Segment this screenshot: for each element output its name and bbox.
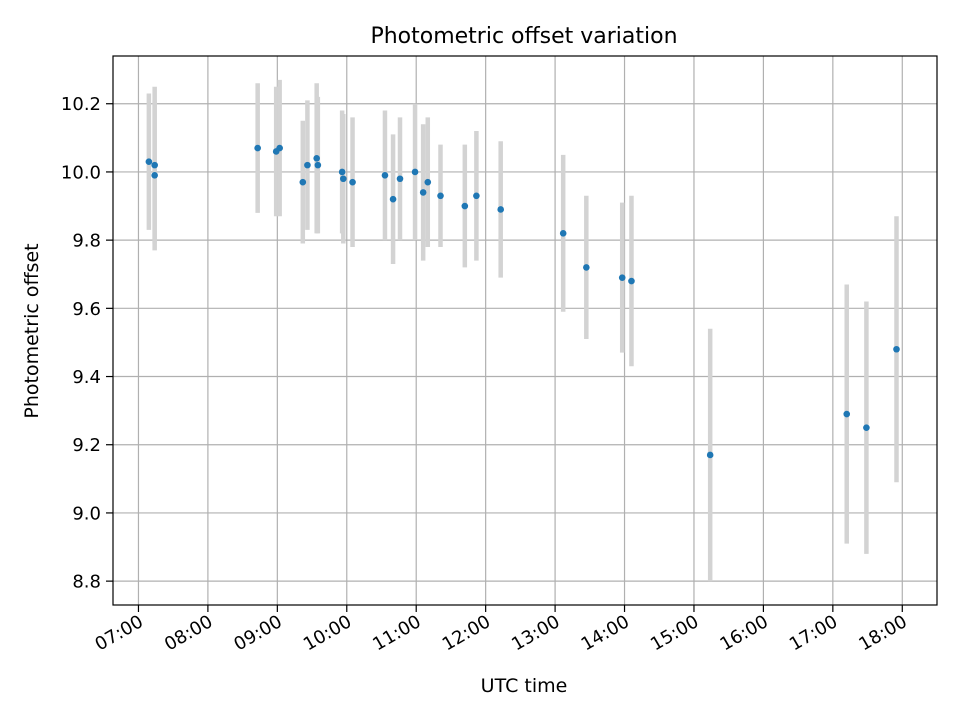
- y-axis-label: Photometric offset: [21, 243, 43, 418]
- data-point: [473, 192, 480, 200]
- y-tick-label: 9.2: [72, 435, 101, 456]
- y-axis-ticks: 8.8 9.0 9.2 9.4 9.6 9.8 10.0 10.2: [61, 94, 113, 593]
- data-point: [863, 424, 870, 431]
- data-point: [396, 175, 404, 183]
- data-point: [893, 345, 900, 353]
- data-point: [381, 172, 389, 179]
- x-axis-label: UTC time: [481, 675, 568, 697]
- data-point: [151, 161, 158, 169]
- y-tick-label: 9.8: [72, 231, 101, 252]
- data-point: [461, 202, 469, 210]
- y-tick-label: 9.4: [72, 367, 101, 388]
- data-point: [340, 175, 347, 183]
- y-tick-label: 10.2: [61, 94, 101, 115]
- data-point: [151, 172, 158, 179]
- data-point: [338, 168, 346, 176]
- chart-title: Photometric offset variation: [370, 24, 677, 49]
- data-point: [145, 158, 153, 166]
- y-tick-label: 9.0: [72, 503, 101, 524]
- grid: [113, 56, 937, 605]
- y-tick-label: 9.6: [72, 299, 101, 320]
- data-point: [424, 178, 432, 186]
- data-point: [843, 410, 851, 418]
- data-point: [299, 178, 307, 186]
- plot-frame: [112, 55, 938, 606]
- data-point: [628, 277, 635, 285]
- y-tick-label: 8.8: [72, 572, 101, 593]
- data-point: [411, 168, 419, 176]
- data-point: [254, 144, 261, 152]
- data-point: [349, 178, 356, 186]
- data-point: [314, 161, 322, 169]
- data-points: [145, 144, 900, 459]
- data-point: [389, 195, 397, 203]
- data-point: [706, 451, 714, 459]
- y-tick-label: 10.0: [61, 162, 101, 183]
- data-point: [618, 274, 626, 281]
- data-point: [497, 206, 504, 213]
- data-point: [437, 192, 444, 200]
- data-point: [559, 230, 567, 237]
- data-point: [583, 264, 590, 271]
- data-point: [304, 161, 311, 169]
- data-point: [419, 189, 427, 196]
- data-point: [276, 144, 283, 152]
- data-point: [313, 154, 320, 162]
